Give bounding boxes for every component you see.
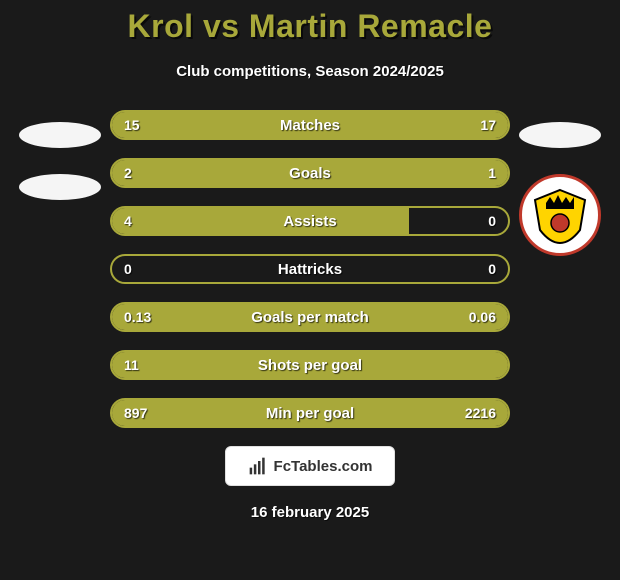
stat-label: Goals per match bbox=[112, 304, 508, 330]
stat-value-left: 897 bbox=[124, 400, 147, 426]
stat-value-right: 2216 bbox=[465, 400, 496, 426]
right-player-badges bbox=[510, 122, 610, 256]
stat-label: Assists bbox=[112, 208, 508, 234]
chart-icon bbox=[248, 456, 268, 476]
stat-value-left: 4 bbox=[124, 208, 132, 234]
stat-row: Hattricks0 0 bbox=[110, 254, 510, 284]
stat-row: Shots per goal11 bbox=[110, 350, 510, 380]
right-country-placeholder bbox=[519, 122, 601, 148]
stat-row: Assists4 0 bbox=[110, 206, 510, 236]
stat-value-right: 0 bbox=[488, 256, 496, 282]
stat-value-left: 11 bbox=[124, 352, 139, 378]
crown-shield-icon bbox=[530, 185, 590, 245]
stat-panel: Matches1517Goals21Assists40Hattricks00Go… bbox=[110, 110, 510, 428]
left-club-placeholder bbox=[19, 174, 101, 200]
stat-value-left: 0 bbox=[124, 256, 132, 282]
left-country-placeholder bbox=[19, 122, 101, 148]
stat-value-right: 0.06 bbox=[469, 304, 496, 330]
brand-label: FcTables.com bbox=[274, 458, 373, 475]
comparison-card: Krol vs Martin Remacle Club competitions… bbox=[0, 0, 620, 580]
stat-value-right: 1 bbox=[488, 160, 496, 186]
stat-row: Matches15 17 bbox=[110, 110, 510, 140]
stat-label: Min per goal bbox=[112, 400, 508, 426]
stat-value-left: 0.13 bbox=[124, 304, 151, 330]
stat-label: Hattricks bbox=[112, 256, 508, 282]
subtitle: Club competitions, Season 2024/2025 bbox=[0, 63, 620, 80]
brand-box[interactable]: FcTables.com bbox=[225, 446, 395, 486]
left-player-badges bbox=[10, 122, 110, 200]
stat-value-left: 15 bbox=[124, 112, 140, 138]
stat-label: Matches bbox=[112, 112, 508, 138]
stat-row: Goals2 1 bbox=[110, 158, 510, 188]
stat-value-right: 17 bbox=[480, 112, 496, 138]
page-title: Krol vs Martin Remacle bbox=[0, 8, 620, 45]
right-club-crest bbox=[519, 174, 601, 256]
stat-row: Goals per match0.13 0.06 bbox=[110, 302, 510, 332]
stat-label: Shots per goal bbox=[112, 352, 508, 378]
stat-value-left: 2 bbox=[124, 160, 132, 186]
stat-label: Goals bbox=[112, 160, 508, 186]
stat-row: Min per goal897 2216 bbox=[110, 398, 510, 428]
date-label: 16 february 2025 bbox=[0, 504, 620, 521]
stat-value-right: 0 bbox=[488, 208, 496, 234]
